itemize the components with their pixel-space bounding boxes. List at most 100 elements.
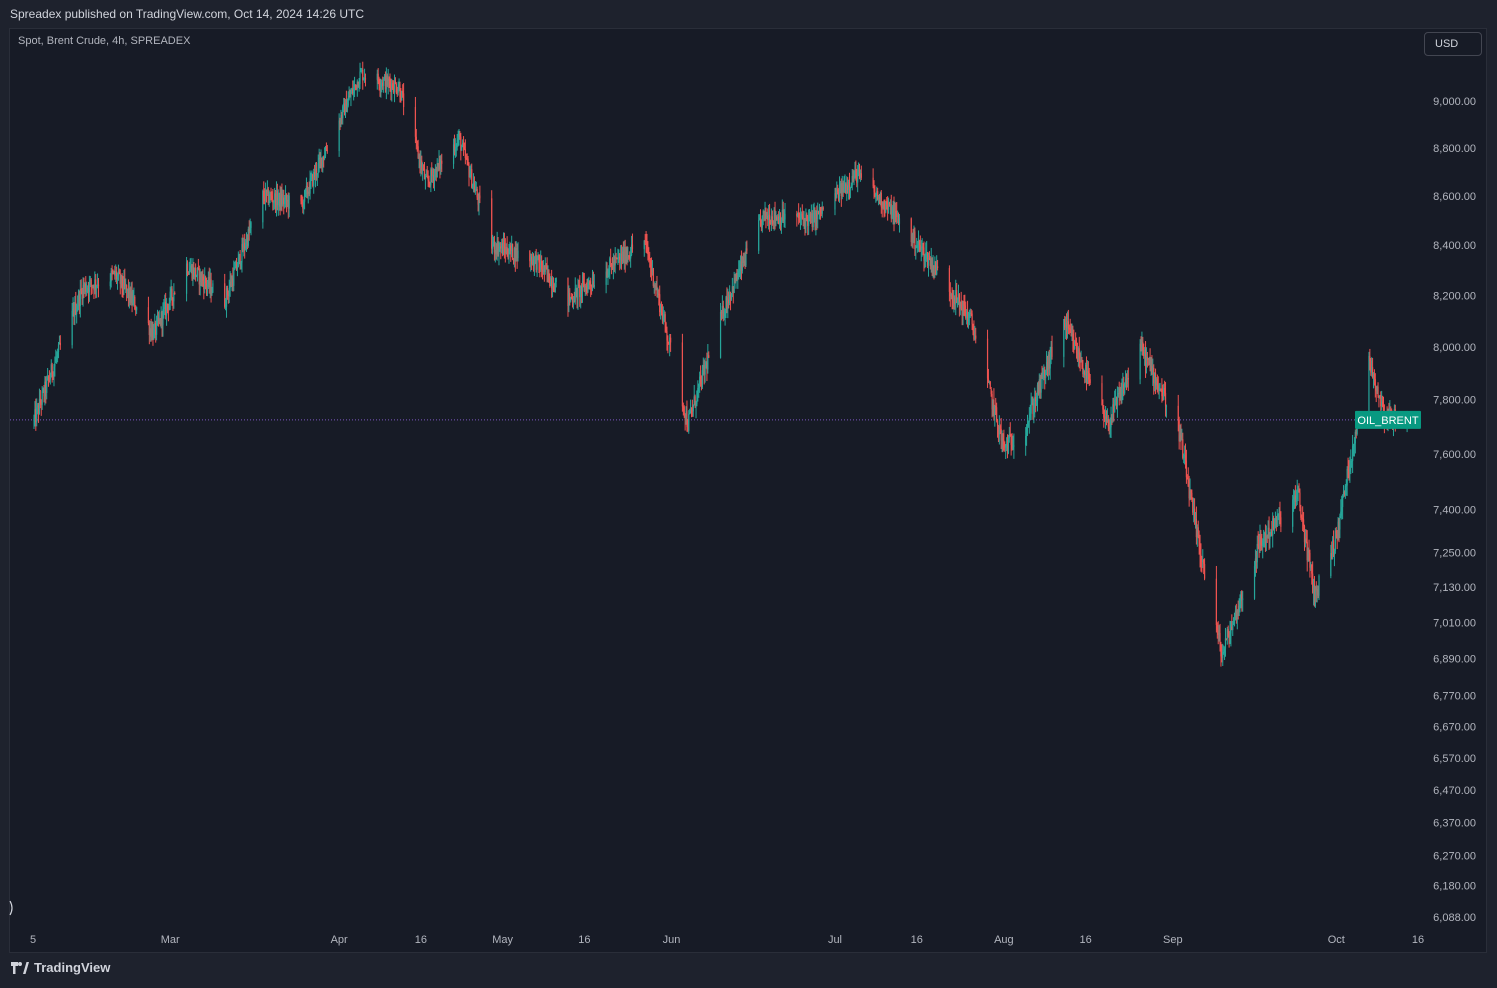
candle-body	[886, 201, 888, 205]
candle-body	[1198, 537, 1200, 547]
candle-body	[271, 195, 273, 200]
candle-body	[247, 229, 249, 246]
candle-body	[93, 285, 95, 291]
candle-body	[80, 289, 82, 291]
candle-body	[415, 136, 417, 142]
candle-body	[159, 318, 161, 325]
candle-body	[724, 310, 726, 317]
candle-body	[538, 255, 540, 263]
candle-body	[171, 288, 173, 298]
candle-body	[1225, 638, 1227, 640]
y-tick-label: 8,600.00	[1433, 191, 1476, 203]
candle-body	[323, 156, 325, 160]
candle-body	[245, 237, 248, 246]
candle-body	[1297, 489, 1299, 492]
candle-body	[531, 259, 534, 265]
candle-body	[262, 190, 264, 223]
candle-body	[394, 81, 397, 85]
candle-body	[511, 244, 514, 260]
candle-body	[1036, 384, 1039, 402]
candle-body	[726, 297, 728, 309]
y-tick-label: 8,000.00	[1433, 342, 1476, 354]
candle-body	[357, 81, 359, 88]
candle-body	[126, 288, 129, 291]
candle-body	[688, 413, 690, 431]
footer-brand[interactable]: TradingView	[10, 960, 110, 975]
candle-body	[226, 288, 229, 295]
candle-body	[1375, 387, 1377, 391]
candle-body	[732, 286, 734, 294]
candle-body	[1279, 513, 1281, 518]
candle-body	[1049, 352, 1051, 369]
candle-body	[888, 202, 891, 206]
candle-body	[764, 207, 766, 214]
candle-body	[592, 281, 595, 287]
candle-body	[1223, 652, 1225, 654]
candle-body	[355, 84, 357, 90]
candle-body	[381, 82, 383, 85]
candle-body	[1105, 416, 1107, 421]
candle-body	[425, 176, 427, 178]
candle-body	[553, 290, 555, 293]
candle-body	[134, 296, 136, 310]
candle-body	[399, 84, 401, 98]
candle-body	[1370, 360, 1372, 373]
candle-body	[1013, 445, 1015, 447]
candle-body	[498, 248, 500, 255]
candle-body	[1242, 598, 1244, 600]
candle-body	[1089, 379, 1091, 384]
candle-body	[132, 297, 134, 304]
candle-body	[313, 171, 315, 186]
candle-body	[1332, 540, 1334, 559]
candle-body	[702, 364, 704, 371]
candle-body	[1272, 518, 1274, 536]
candle-body	[1260, 536, 1262, 545]
candle-body	[241, 244, 243, 263]
candle-body	[1111, 418, 1113, 420]
candle-body	[841, 182, 843, 196]
candle-body	[670, 337, 672, 343]
candle-body	[414, 106, 417, 137]
candle-body	[1314, 586, 1316, 607]
candle-body	[279, 192, 281, 207]
candle-body	[164, 302, 166, 308]
candle-body	[1371, 367, 1373, 373]
candle-body	[805, 214, 807, 228]
candle-body	[340, 114, 342, 124]
candle-body	[778, 215, 781, 225]
scroll-handle-icon[interactable]	[9, 900, 13, 916]
x-tick-label: Jul	[828, 934, 842, 946]
candle-body	[1274, 518, 1277, 522]
candle-body	[1330, 553, 1332, 576]
candle-body	[1381, 401, 1383, 407]
candle-body	[1159, 388, 1161, 390]
candle-body	[543, 265, 545, 272]
currency-button[interactable]: USD	[1424, 32, 1482, 56]
chart-area[interactable]	[9, 28, 1487, 953]
candle-body	[1305, 538, 1307, 542]
candle-body	[109, 281, 111, 287]
candle-body	[1188, 486, 1190, 499]
candle-body	[1303, 526, 1306, 543]
candle-body	[400, 97, 402, 101]
candle-body	[661, 312, 664, 321]
candle-body	[86, 289, 88, 292]
candle-body	[309, 178, 311, 194]
candle-body	[758, 220, 760, 251]
candle-body	[1336, 533, 1338, 539]
candle-body	[648, 254, 650, 260]
candle-body	[896, 212, 898, 217]
candle-body	[506, 246, 508, 255]
candle-body	[890, 204, 892, 219]
candle-body	[770, 216, 773, 225]
candle-body	[627, 255, 629, 258]
candle-body	[428, 180, 430, 183]
candle-body	[932, 265, 934, 273]
y-tick-label: 6,470.00	[1433, 785, 1476, 797]
candle-body	[471, 169, 473, 188]
candle-body	[153, 328, 155, 340]
candle-body	[844, 184, 846, 187]
candle-body	[1237, 610, 1239, 616]
candle-body	[966, 311, 969, 322]
